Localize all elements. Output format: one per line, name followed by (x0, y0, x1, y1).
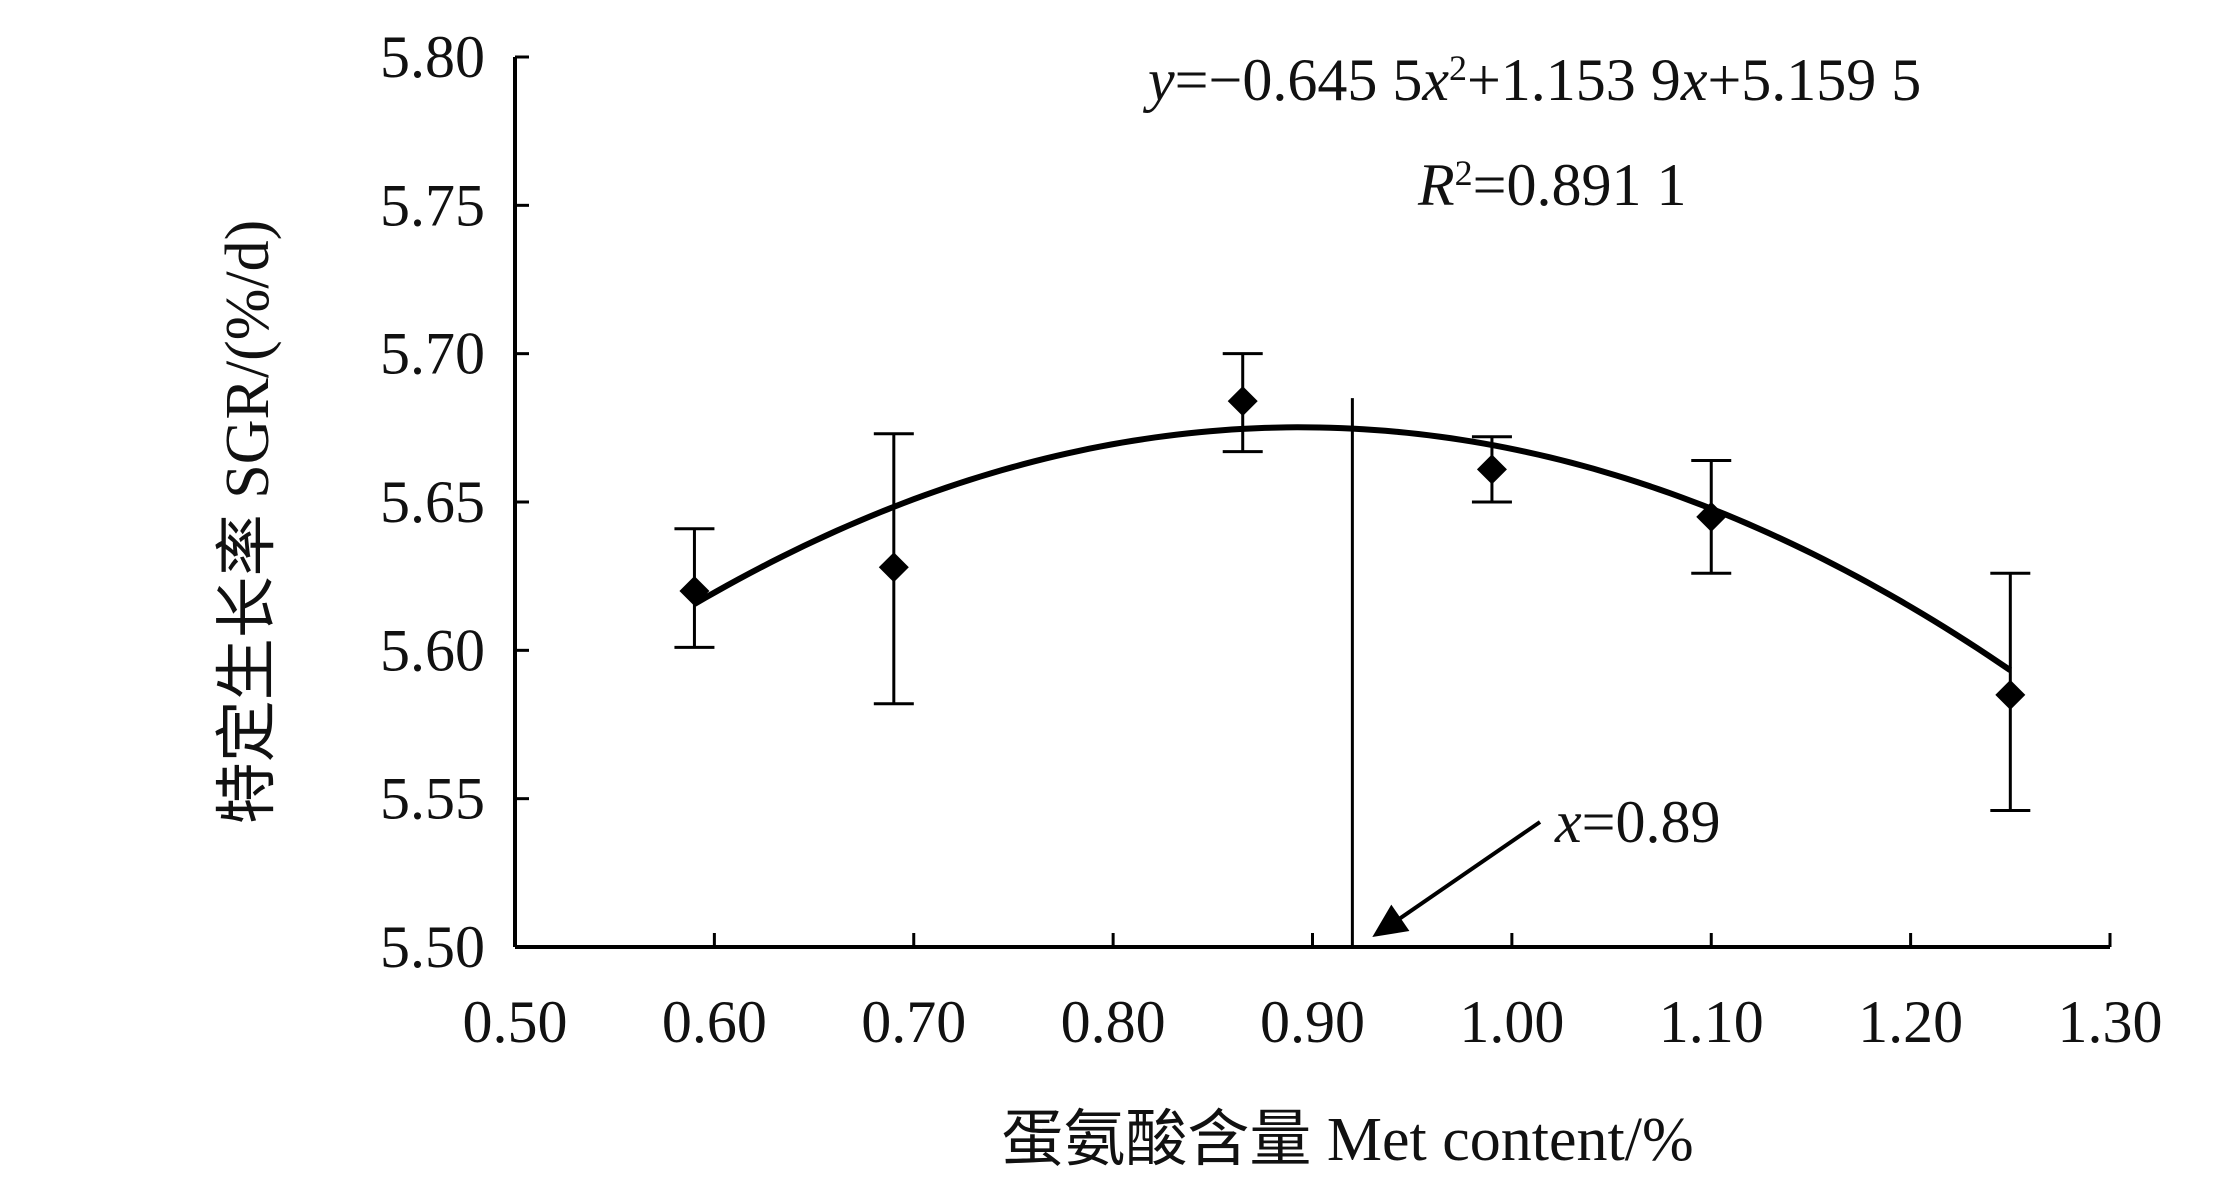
equation-exponent: 2 (1449, 48, 1467, 88)
equation-x-var: x (1421, 47, 1449, 113)
data-point-diamond (878, 552, 909, 583)
y-tick-label: 5.55 (380, 766, 485, 832)
r-squared-label: R2=0.891 1 (1417, 152, 1687, 218)
r-exponent: 2 (1455, 153, 1473, 193)
r-var: R (1417, 152, 1455, 218)
data-point-diamond (1476, 454, 1507, 485)
x-tick-label: 1.10 (1659, 989, 1764, 1055)
x-tick-label: 1.20 (1858, 989, 1963, 1055)
equation-x-var-2: x (1680, 47, 1708, 113)
x-tick-label: 0.50 (463, 989, 568, 1055)
y-tick-label: 5.65 (380, 469, 485, 535)
regression-equation: y=−0.645 5x2+1.153 9x+5.159 5 (1142, 47, 1921, 113)
marks-layer (674, 352, 2031, 947)
equation-coef-a: =−0.645 5 (1175, 47, 1423, 113)
y-tick-label: 5.50 (380, 914, 485, 980)
equation-coef-b: +1.153 9 (1467, 47, 1681, 113)
x-tick-label: 0.60 (662, 989, 767, 1055)
axes-layer: 5.50 5.55 5.60 5.65 5.70 5.75 5.80 0.50 0.60 0.70… (214, 24, 2163, 1174)
data-point-diamond (679, 576, 710, 606)
data-point-diamond (1227, 386, 1258, 417)
annotations-layer: y=−0.645 5x2+1.153 9x+5.159 5 R2=0.891 1… (1142, 47, 1921, 937)
optimum-x-label: x=0.89 (1554, 789, 1720, 855)
x-tick-label: 0.90 (1260, 989, 1365, 1055)
x-tick-label: 1.00 (1459, 989, 1564, 1055)
x-tick-label: 0.80 (1061, 989, 1166, 1055)
y-tick-label: 5.70 (380, 321, 485, 387)
optimum-x-value: =0.89 (1582, 789, 1721, 855)
y-tick-label: 5.80 (380, 24, 485, 90)
optimum-arrow-head (1372, 904, 1410, 937)
x-tick-label: 0.70 (861, 989, 966, 1055)
y-tick-label: 5.60 (380, 617, 485, 683)
optimum-x-var: x (1554, 789, 1582, 855)
r-squared-value: =0.891 1 (1473, 152, 1687, 218)
y-tick-label: 5.75 (380, 172, 485, 238)
data-point-diamond (1696, 501, 1727, 532)
equation-coef-c: +5.159 5 (1707, 47, 1921, 113)
x-axis-title: 蛋氨酸含量 Met content/% (1001, 1106, 1693, 1174)
optimum-arrow-line (1389, 820, 1542, 927)
y-axis-title: 特定生长率 SGR/(%/d) (214, 220, 282, 825)
x-tick-label: 1.30 (2058, 989, 2163, 1055)
equation-y-var: y (1142, 47, 1175, 113)
data-point-diamond (1995, 679, 2026, 710)
